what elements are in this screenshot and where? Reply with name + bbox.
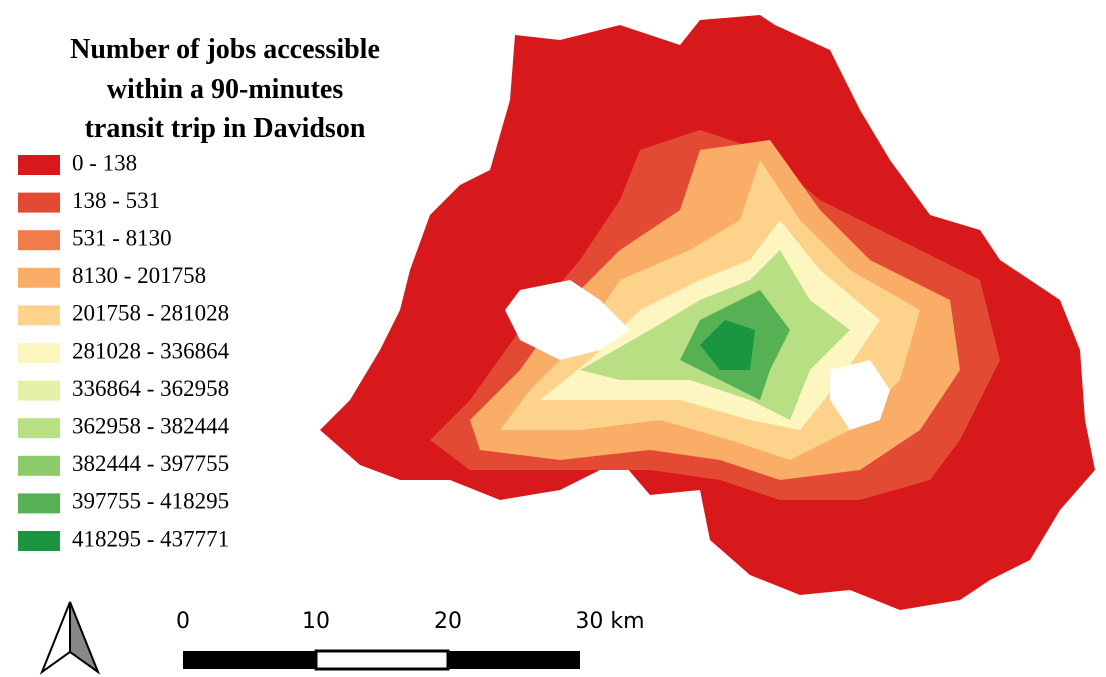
legend-label: 531 - 8130 <box>72 225 172 250</box>
legend-swatch <box>18 155 60 175</box>
legend-label: 336864 - 362958 <box>72 376 229 401</box>
legend-title: transit trip in Davidson <box>85 113 366 144</box>
region <box>700 320 755 370</box>
legend-label: 201758 - 281028 <box>72 301 229 326</box>
scale-label: 0 <box>176 609 190 634</box>
lake <box>505 280 630 360</box>
legend-label: 362958 - 382444 <box>72 413 230 438</box>
legend-swatch <box>18 380 60 401</box>
legend-label: 418295 - 437771 <box>72 526 229 551</box>
legend-swatch <box>18 493 60 514</box>
scale-label: 10 <box>302 609 330 634</box>
legend-label: 397755 - 418295 <box>72 489 229 514</box>
legend-label: 382444 - 397755 <box>72 451 229 476</box>
legend-swatch <box>18 267 60 288</box>
legend-title: Number of jobs accessible <box>70 34 380 65</box>
scale-label: 30 km <box>575 609 644 634</box>
legend-swatch <box>18 343 60 363</box>
lake <box>830 360 890 430</box>
scale-label: 20 <box>434 609 462 634</box>
legend-title: within a 90-minutes <box>107 74 344 105</box>
legend-swatch <box>18 418 60 439</box>
legend-swatch <box>18 230 60 251</box>
choropleth-map <box>320 15 1095 610</box>
legend-label: 0 - 138 <box>72 150 137 175</box>
legend-label: 8130 - 201758 <box>72 263 206 288</box>
legend-swatch <box>18 455 60 476</box>
legend-swatch <box>18 531 60 551</box>
legend: Number of jobs accessible within a 90-mi… <box>70 34 380 144</box>
legend-label: 138 - 531 <box>72 188 160 213</box>
legend-swatch <box>18 305 60 326</box>
legend-label: 281028 - 336864 <box>72 338 230 363</box>
legend-swatch <box>18 192 60 213</box>
north-arrow <box>39 601 101 675</box>
scale-bar <box>183 649 580 671</box>
